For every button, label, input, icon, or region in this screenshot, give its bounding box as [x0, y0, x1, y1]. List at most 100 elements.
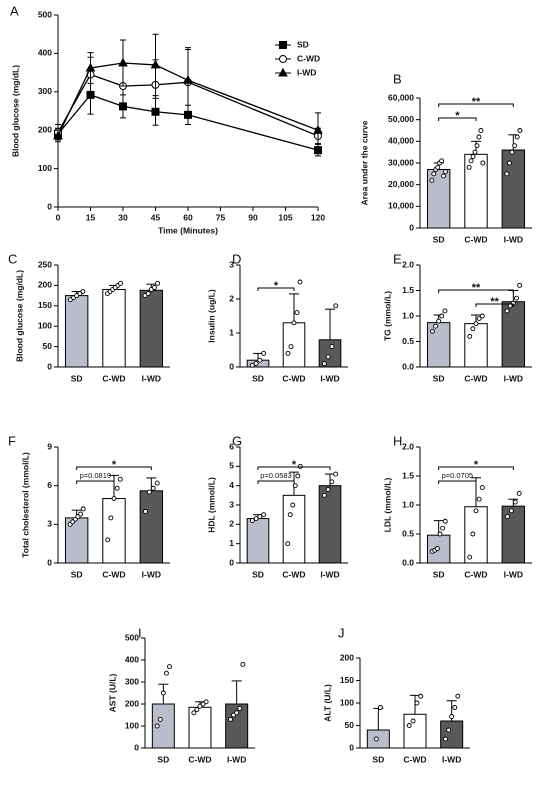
x-tick-label: I-WD	[504, 569, 523, 579]
significance-bracket	[438, 289, 514, 293]
y-tick-label: 9	[47, 441, 52, 451]
data-point	[470, 531, 476, 537]
series-line	[57, 73, 319, 137]
data-point	[154, 480, 160, 486]
bar	[464, 323, 488, 368]
panel-letter: F	[8, 433, 16, 448]
significance-label: *	[474, 459, 479, 471]
y-tick-label: 1	[229, 538, 234, 548]
significance-bracket	[76, 466, 152, 470]
bar	[246, 518, 270, 564]
y-axis-label: Total cholesterol (mmol/L)	[20, 452, 30, 558]
significance-label: p=0.0705	[442, 471, 474, 480]
y-tick-label: 5	[229, 461, 234, 471]
data-point	[467, 554, 473, 560]
data-point	[329, 479, 335, 485]
significance-label: *	[274, 280, 279, 292]
data-point	[410, 718, 416, 724]
data-point	[152, 284, 157, 290]
y-tick-label: 4	[229, 480, 234, 490]
data-point	[191, 710, 197, 716]
y-tick-label: 1.5	[402, 470, 414, 480]
data-point	[512, 499, 518, 505]
y-tick-label: 1.0	[402, 310, 414, 320]
y-tick-label: 200	[125, 698, 139, 708]
y-tick-label: 3	[229, 499, 234, 509]
data-point	[53, 130, 63, 140]
series-line	[57, 62, 319, 137]
x-tick-label: C-WD	[464, 234, 487, 244]
data-point	[257, 514, 263, 520]
data-point	[228, 716, 233, 722]
data-point	[287, 512, 293, 518]
bar	[139, 289, 164, 368]
data-point	[473, 321, 479, 327]
data-point	[160, 690, 166, 696]
significance-bracket	[475, 303, 514, 307]
data-point	[78, 511, 84, 517]
data-point	[333, 303, 339, 309]
data-point	[476, 134, 482, 140]
data-point	[325, 354, 331, 360]
data-point	[155, 280, 161, 286]
data-point	[505, 514, 510, 520]
data-point	[80, 289, 86, 294]
data-point	[194, 707, 200, 712]
bar	[318, 339, 342, 368]
data-point	[509, 149, 515, 155]
data-point	[442, 308, 448, 314]
data-point	[249, 518, 255, 523]
panel-letter: G	[232, 433, 242, 448]
legend-marker	[279, 55, 287, 63]
significance-bracket	[438, 117, 477, 121]
y-tick-label: 500	[38, 9, 52, 19]
data-point	[470, 154, 476, 159]
data-point	[517, 282, 523, 288]
y-axis-label: TG (mmol/L)	[382, 291, 392, 341]
data-point	[443, 169, 448, 175]
x-tick-label: 15	[86, 212, 96, 222]
y-tick-label: 0	[47, 361, 52, 371]
data-point	[514, 295, 519, 301]
y-axis-label: Insulin (ug/L)	[206, 289, 216, 343]
x-tick-label: SD	[252, 569, 264, 579]
panel-letter: A	[10, 3, 19, 18]
data-point	[234, 710, 240, 716]
y-tick-label: 1	[229, 327, 234, 337]
legend-label: C-WD	[297, 53, 320, 63]
data-point	[479, 485, 485, 491]
bar	[139, 490, 164, 564]
data-point	[288, 344, 294, 350]
bar	[501, 505, 526, 564]
y-tick-label: 400	[38, 48, 52, 58]
x-tick-label: C-WD	[282, 569, 305, 579]
y-axis-label: AST (U/L)	[107, 673, 117, 712]
x-tick-label: SD	[433, 569, 445, 579]
data-point	[480, 160, 486, 166]
y-tick-label: 500	[125, 632, 139, 642]
data-point	[467, 333, 473, 339]
data-point	[466, 164, 472, 170]
data-point	[418, 693, 424, 699]
y-tick-label: 0	[229, 361, 234, 371]
x-tick-label: C-WD	[102, 373, 125, 383]
data-point	[297, 463, 303, 469]
data-point	[429, 177, 435, 183]
x-axis-label: Time (Minutes)	[158, 225, 218, 235]
data-point	[468, 158, 474, 164]
data-point	[111, 496, 117, 502]
y-tick-label: 50,000	[388, 114, 414, 124]
bar	[282, 322, 306, 368]
y-tick-label: 3	[47, 519, 52, 529]
legend-marker	[279, 41, 287, 49]
data-point	[474, 143, 480, 149]
y-axis-label: Area under the curve	[359, 120, 369, 205]
data-point	[167, 664, 172, 670]
y-tick-label: 100	[38, 163, 52, 173]
y-tick-label: 60,000	[388, 92, 414, 102]
y-tick-label: 1.5	[402, 285, 414, 295]
bar	[64, 295, 89, 368]
bar	[102, 498, 126, 564]
x-tick-label: I-WD	[320, 569, 339, 579]
data-point	[257, 357, 263, 363]
